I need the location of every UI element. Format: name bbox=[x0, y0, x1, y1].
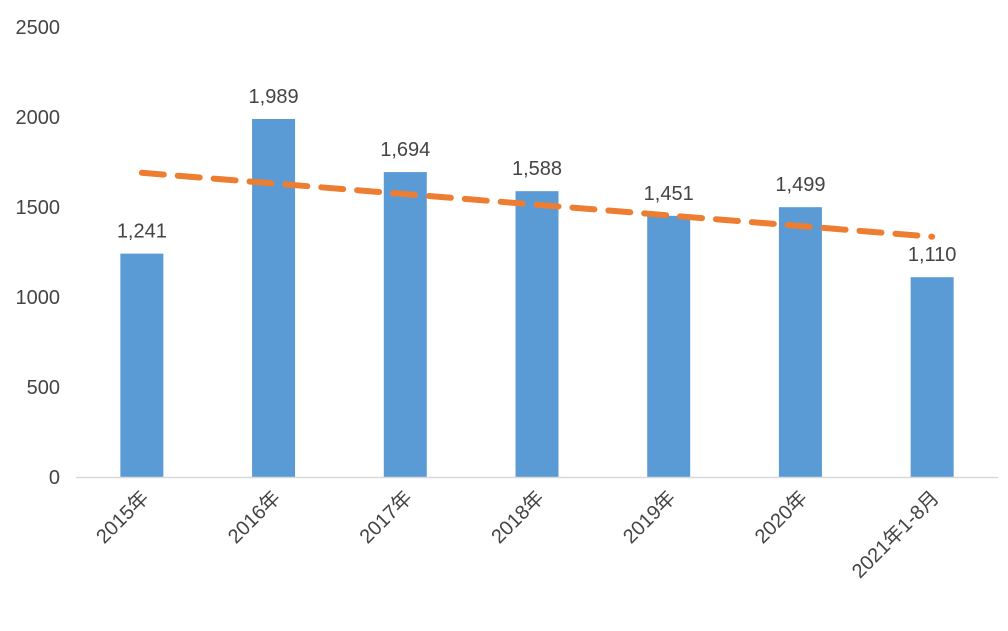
bar bbox=[515, 191, 559, 477]
category-labels: 2015年 2016年 2017年 2018年 2019年 2020年 2021年1-8月 bbox=[92, 486, 944, 582]
data-label: 1,588 bbox=[512, 158, 562, 180]
bar bbox=[778, 207, 822, 477]
y-tick-label: 2500 bbox=[16, 17, 61, 39]
bar bbox=[383, 172, 427, 477]
bar bbox=[647, 215, 691, 477]
y-tick-label: 1000 bbox=[16, 287, 61, 309]
trend-line bbox=[138, 169, 936, 240]
x-category-label: 2021年1-8月 bbox=[847, 486, 943, 582]
y-axis-ticks: 0 500 1000 1500 2000 2500 bbox=[16, 17, 61, 489]
y-tick-label: 1500 bbox=[16, 197, 61, 219]
data-labels: 1,241 1,989 1,694 1,588 1,451 1,499 1,110 bbox=[117, 86, 957, 266]
bar bbox=[910, 277, 954, 477]
bar-series bbox=[120, 118, 954, 477]
data-label: 1,451 bbox=[644, 183, 694, 205]
x-category-label: 2018年 bbox=[487, 486, 549, 548]
y-tick-label: 500 bbox=[27, 377, 60, 399]
x-category-label: 2015年 bbox=[92, 486, 154, 548]
x-category-label: 2020年 bbox=[750, 486, 812, 548]
data-label: 1,241 bbox=[117, 221, 167, 243]
y-tick-label: 0 bbox=[49, 467, 60, 489]
data-label: 1,499 bbox=[775, 174, 825, 196]
x-category-label: 2019年 bbox=[618, 486, 680, 548]
data-label: 1,694 bbox=[380, 139, 430, 161]
x-category-label: 2017年 bbox=[355, 486, 417, 548]
bar bbox=[252, 118, 296, 477]
y-tick-label: 2000 bbox=[16, 107, 61, 129]
bar bbox=[120, 253, 164, 477]
x-category-label: 2016年 bbox=[223, 486, 285, 548]
data-label: 1,110 bbox=[908, 244, 957, 266]
data-label: 1,989 bbox=[249, 86, 299, 108]
